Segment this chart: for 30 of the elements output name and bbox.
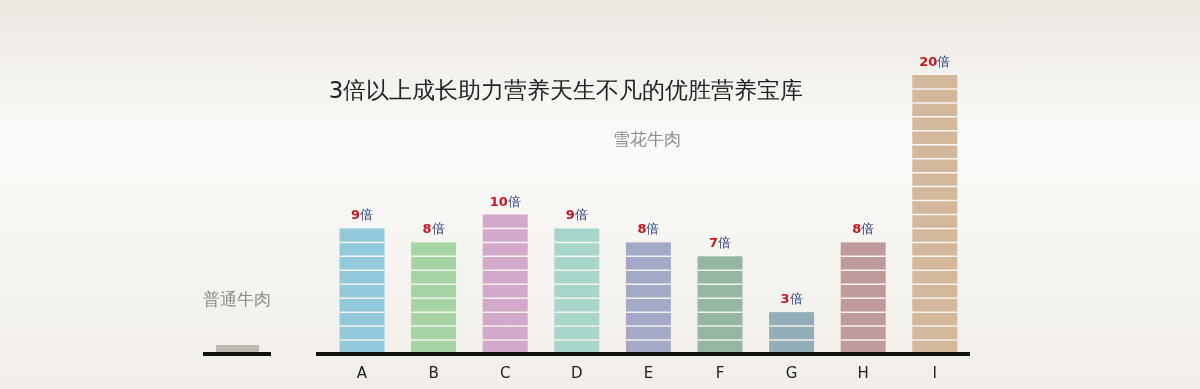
- x-tick-label: C: [499, 364, 511, 382]
- bar: [339, 228, 385, 354]
- chart-title: 3倍以上成长助力营养天生不凡的优胜营养宝库: [328, 77, 804, 103]
- x-tick-label: G: [785, 364, 798, 382]
- data-label: 8倍: [852, 221, 875, 237]
- data-label: 9倍: [350, 207, 374, 223]
- bar: [769, 312, 815, 354]
- data-label: 3倍: [780, 291, 803, 307]
- bar: [554, 228, 600, 354]
- data-label: 9倍: [565, 207, 588, 223]
- bar: [697, 256, 743, 354]
- data-label: 8倍: [422, 221, 445, 237]
- bar: [411, 242, 457, 354]
- bar: [625, 242, 671, 354]
- x-tick-label: D: [571, 364, 583, 382]
- text: 雪花牛肉: [613, 129, 681, 149]
- bar: [840, 242, 886, 354]
- x-tick-label: I: [932, 364, 938, 382]
- data-label: 10倍: [489, 193, 521, 209]
- x-tick-label: F: [715, 364, 725, 382]
- text: 普通牛肉: [203, 289, 271, 309]
- data-label: 7倍: [708, 235, 732, 251]
- x-tick-label: E: [643, 364, 654, 382]
- data-label: 8倍: [637, 221, 660, 237]
- x-tick-label: A: [356, 364, 368, 382]
- x-tick-label: H: [857, 364, 869, 382]
- data-label: 20倍: [919, 54, 951, 69]
- bar: [482, 214, 528, 354]
- x-tick-label: B: [428, 364, 439, 382]
- bar: [912, 75, 958, 354]
